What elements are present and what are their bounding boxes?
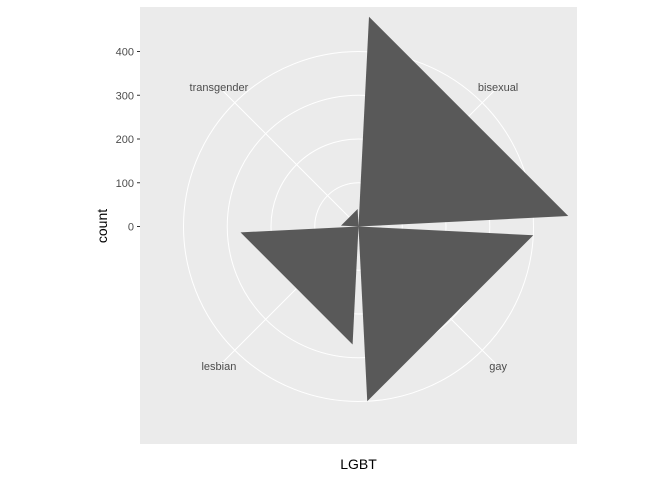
bars: [240, 16, 569, 402]
bar-gay: [358, 226, 534, 402]
category-label-lesbian: lesbian: [201, 361, 236, 373]
y-axis: 0 100 200 300 400: [116, 47, 140, 234]
category-label-bisexual: bisexual: [478, 82, 518, 94]
x-axis-categories: bisexual gay lesbian transgender: [190, 82, 519, 373]
y-tick-label-200: 200: [116, 134, 134, 146]
y-tick-label-300: 300: [116, 90, 134, 102]
bar-lesbian: [240, 226, 359, 345]
y-axis-title: count: [94, 209, 110, 243]
y-tick-label-100: 100: [116, 178, 134, 190]
grid-spoke-transgender: [220, 88, 359, 227]
grid-circle-300: [226, 94, 491, 359]
grid-circle-400: [183, 51, 534, 402]
plot-panel: [140, 7, 577, 444]
bar-bisexual: [358, 16, 569, 227]
grid-circle-100: [314, 182, 403, 271]
bar-transgender: [341, 209, 359, 227]
y-tick-label-0: 0: [128, 222, 134, 234]
y-tick-label-400: 400: [116, 47, 134, 59]
category-label-gay: gay: [489, 361, 507, 373]
x-axis-title: LGBT: [340, 456, 377, 472]
category-label-transgender: transgender: [190, 82, 249, 94]
grid-circle-200: [270, 138, 447, 315]
